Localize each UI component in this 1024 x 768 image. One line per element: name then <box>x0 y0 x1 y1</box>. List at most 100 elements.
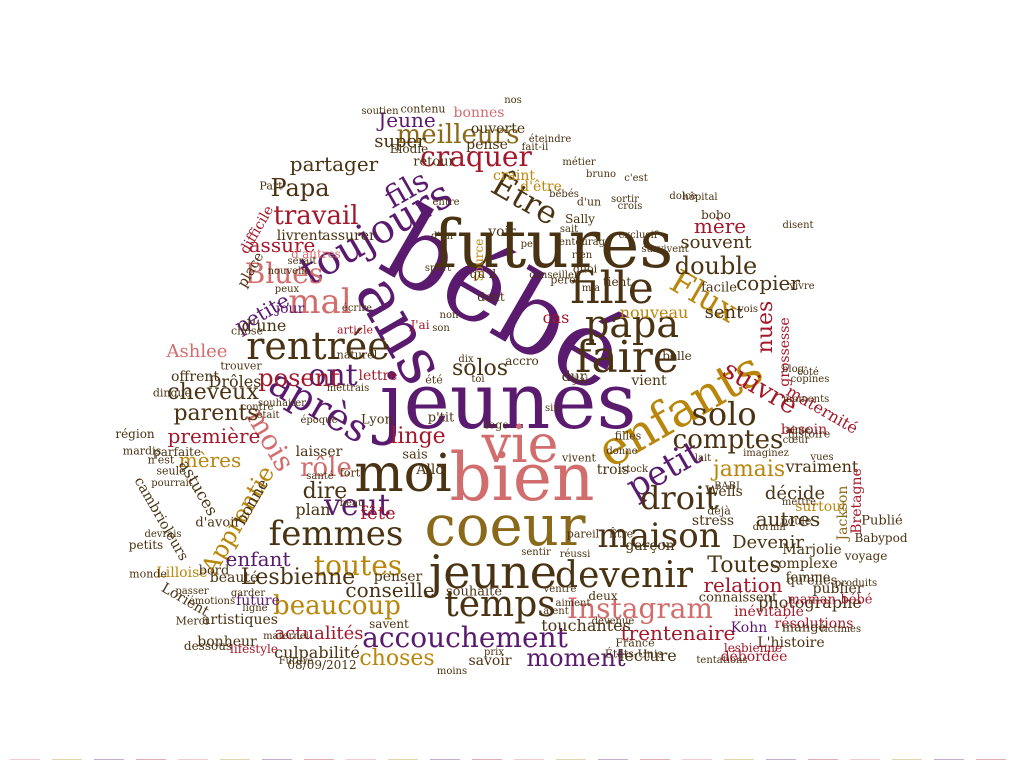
word-toutes2: Toutes <box>707 553 781 578</box>
word-cheveux: cheveux <box>167 380 259 405</box>
word-garcon: garçon <box>625 538 675 554</box>
word-ete: été <box>425 373 443 387</box>
footer-mark <box>472 759 502 760</box>
word-nues: nues <box>753 300 778 354</box>
word-region: région <box>115 427 155 441</box>
word-touchantes: touchantes <box>541 616 631 635</box>
word-metier: métier <box>562 157 596 168</box>
word-prix: prix <box>483 647 505 658</box>
word-penser: penser <box>373 569 423 585</box>
word-reussi: réussi <box>559 549 591 560</box>
word-emotions: émotions <box>188 596 236 607</box>
word-dire: dire <box>302 479 348 504</box>
word-quoi: quoi <box>572 262 598 276</box>
word-accro: accro <box>505 354 539 368</box>
word-craquer: craquer <box>420 140 532 173</box>
footer-mark <box>10 759 40 760</box>
word-pense: pense <box>466 137 508 153</box>
word-femmes: femmes <box>268 514 404 554</box>
word-vient: vient <box>631 373 667 389</box>
word-blues: Blues <box>244 257 324 290</box>
word-cote: côté <box>797 367 819 378</box>
word-filles: filles <box>614 429 642 443</box>
footer-mark <box>388 759 418 760</box>
word-culpabilite: culpabilité <box>274 643 360 662</box>
footer-mark <box>892 759 922 760</box>
word-victimes: victimes <box>818 624 862 635</box>
footer-mark <box>178 759 208 760</box>
word-resolutions: résolutions <box>774 616 854 632</box>
word-dolce: dolce <box>669 191 697 202</box>
word-toutes: toutes <box>313 549 403 582</box>
word-decide: décide <box>764 483 826 504</box>
word-etre2: d'être <box>520 179 562 195</box>
word-aiment: aiment <box>555 598 591 609</box>
word-pere: père <box>550 273 576 287</box>
word-temps: temps <box>444 584 556 625</box>
word-fort: fort <box>339 466 361 480</box>
word-petits: petits <box>128 538 164 552</box>
word-france: France <box>615 636 655 650</box>
word-solo: solo <box>691 395 757 433</box>
footer-mark <box>262 759 292 760</box>
footer-mark <box>94 759 124 760</box>
footer-mark <box>430 759 460 760</box>
word-lifestyle: lifestyle <box>230 642 278 656</box>
word-sport: sport <box>424 263 452 274</box>
word-nest: n'est <box>147 453 175 467</box>
word-dormir: dormir <box>752 522 788 533</box>
word-babi: BABI <box>714 481 740 492</box>
word-souvent: souvent <box>680 232 752 253</box>
word-dune2: d'un <box>576 195 602 209</box>
word-six: six <box>545 403 559 414</box>
word-premiere: première <box>167 424 261 448</box>
word-trentenaire: trentenaire <box>620 621 736 645</box>
word-rien: rien <box>571 250 593 261</box>
word-bonheur: bonheur <box>197 634 257 650</box>
word-babypod: Babypod <box>854 531 908 545</box>
word-travail: travail <box>273 201 359 231</box>
word-deja: déjà <box>707 504 731 518</box>
footer-mark <box>52 759 82 760</box>
word-plan: plan <box>295 500 331 519</box>
footer-mark <box>136 759 166 760</box>
word-complexe: complexe <box>770 556 838 572</box>
word-dur: dur <box>561 369 587 385</box>
word-jai: j'ai <box>573 375 589 386</box>
word-faire: faire <box>575 332 679 383</box>
word-sent: sent <box>704 302 744 323</box>
word-nouvelle: nouvelle <box>267 266 311 277</box>
word-garder: garder <box>230 588 266 599</box>
word-aient: aient <box>543 606 569 617</box>
word-imagine: imaginez <box>743 448 789 459</box>
word-femme: femme <box>785 570 831 586</box>
footer-mark <box>724 759 754 760</box>
footer-mark <box>934 759 964 760</box>
word-dingue: dingue <box>152 386 192 400</box>
word-moi: moi <box>354 444 452 504</box>
word-craint: craint <box>493 168 535 184</box>
word-sante: santé <box>306 471 334 482</box>
word-ja: J'ai <box>410 318 430 332</box>
word-bruno: bruno <box>585 169 617 180</box>
word-epoque: époque <box>300 415 338 426</box>
word-facile: facile <box>701 280 737 296</box>
footer-mark <box>766 759 796 760</box>
word-devenir2: Devenir <box>732 532 804 553</box>
footer-mark <box>556 759 586 760</box>
word-mange: mangé <box>781 620 827 636</box>
word-saventd: savent <box>369 617 409 631</box>
word-merci: Merci <box>175 614 209 628</box>
word-eteindre: éteindre <box>528 134 572 145</box>
footer-mark <box>640 759 670 760</box>
word-disent: disent <box>782 220 814 231</box>
word-etait: était <box>256 410 280 421</box>
word-produits: produits <box>834 578 878 589</box>
word-non: non <box>439 310 459 321</box>
word-papa: papa <box>585 302 679 346</box>
word-part: Part <box>259 179 283 193</box>
word-super: super <box>374 131 426 152</box>
word-ma: m'a <box>581 283 601 294</box>
word-droles: Drôles <box>208 372 262 391</box>
word-actualites: actualités <box>274 623 364 644</box>
